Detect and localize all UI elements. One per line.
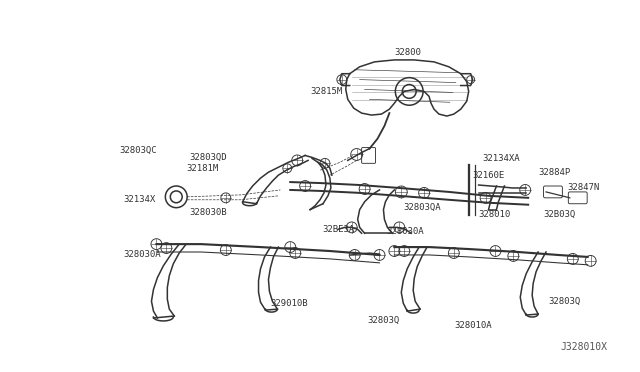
Text: 32803QA: 32803QA: [403, 203, 441, 212]
Text: 32181M: 32181M: [186, 164, 218, 173]
Text: 32134XA: 32134XA: [483, 154, 520, 163]
Text: 32160E: 32160E: [473, 171, 505, 180]
Text: 32134X: 32134X: [124, 195, 156, 204]
Text: 328030A: 328030A: [387, 227, 424, 236]
Text: 32847N: 32847N: [568, 183, 600, 192]
Text: 32815M: 32815M: [310, 87, 342, 96]
Text: 32803QD: 32803QD: [189, 153, 227, 162]
Text: 32BE3A: 32BE3A: [322, 225, 354, 234]
Text: 32803Q: 32803Q: [548, 297, 580, 306]
Text: 32B03Q: 32B03Q: [543, 210, 575, 219]
Text: 328030B: 328030B: [189, 208, 227, 217]
Text: 32803Q: 32803Q: [367, 315, 400, 324]
Text: J328010X: J328010X: [561, 343, 607, 353]
Text: 329010B: 329010B: [271, 299, 308, 308]
Text: 32884P: 32884P: [538, 168, 570, 177]
Text: 328010: 328010: [479, 210, 511, 219]
Text: 32803QC: 32803QC: [120, 146, 157, 155]
Text: 328010A: 328010A: [455, 321, 492, 330]
Text: 328030A: 328030A: [124, 250, 161, 259]
Text: 32800: 32800: [394, 48, 421, 57]
